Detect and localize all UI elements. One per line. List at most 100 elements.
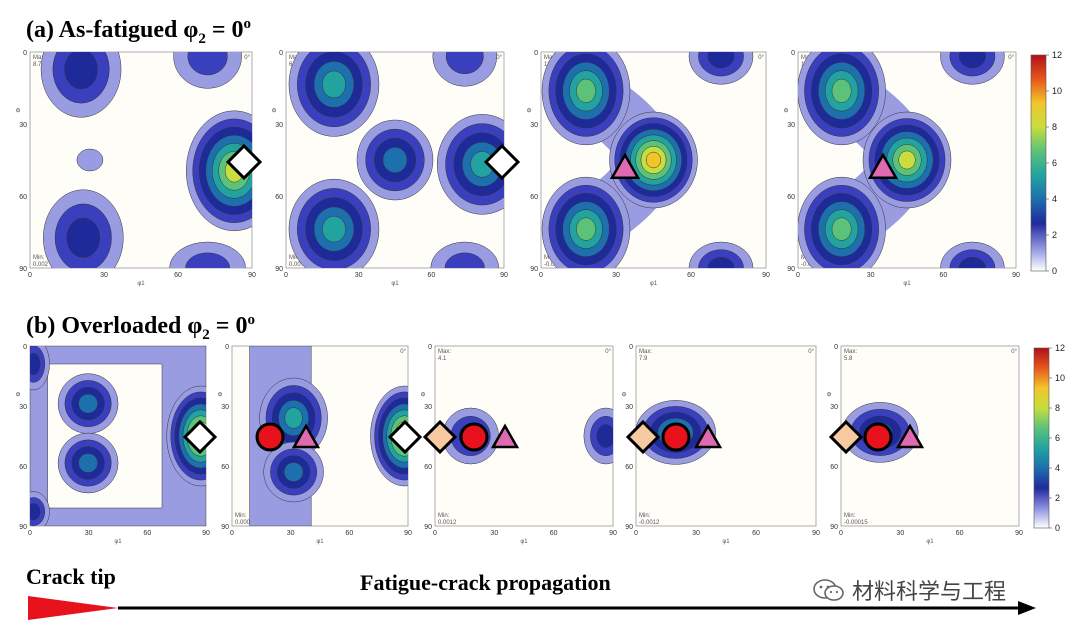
x-tick-label: 0 (796, 272, 800, 279)
y-tick-label: 90 (19, 524, 27, 531)
min-label: Min: (33, 255, 45, 261)
y-tick-label: 30 (275, 122, 283, 129)
y-tick-label: 90 (787, 266, 795, 273)
x-axis-label: φ1 (650, 281, 658, 287)
panel-a-colorbar: 0 2 4 6 8 10 12 (1030, 50, 1062, 276)
x-tick-label: 60 (752, 530, 760, 537)
x-axis-label: φ1 (926, 539, 934, 545)
texture-blob (30, 346, 50, 391)
y-tick-label: 60 (530, 194, 538, 201)
wechat-icon (813, 579, 844, 601)
y-axis-label: Φ (272, 108, 277, 114)
colorbar-tick: 2 (1052, 230, 1057, 240)
marker-diamond (387, 419, 423, 455)
y-tick-label: 0 (791, 50, 795, 57)
y-tick-label: 90 (424, 524, 432, 531)
marker-circle (863, 422, 893, 452)
y-tick-label: 90 (830, 524, 838, 531)
y-tick-label: 30 (787, 122, 795, 129)
min-value: 0.0012 (438, 520, 457, 526)
texture-blob (798, 176, 886, 268)
x-axis-label: φ1 (137, 281, 145, 287)
max-label: Max: (844, 349, 857, 355)
colorbar-tick: 8 (1052, 122, 1057, 132)
texture-blob (57, 432, 119, 494)
y-tick-label: 60 (19, 464, 27, 471)
corner-label: 0° (496, 55, 502, 61)
x-tick-label: 0 (230, 530, 234, 537)
colorbar-tick: 10 (1055, 373, 1065, 383)
y-tick-label: 30 (424, 404, 432, 411)
texture-blob (688, 241, 754, 268)
contour-layer (288, 52, 504, 268)
x-axis-label: φ1 (114, 539, 122, 545)
corner-label: 0° (1008, 55, 1014, 61)
x-tick-label: 0 (634, 530, 638, 537)
x-tick-label: 30 (355, 272, 363, 279)
x-tick-label: 90 (248, 272, 256, 279)
marker-triangle (609, 152, 641, 179)
y-tick-label: 30 (221, 404, 229, 411)
max-value: 4.1 (438, 356, 447, 362)
y-tick-label: 0 (279, 50, 283, 57)
corner-label: 0° (1011, 349, 1017, 355)
colorbar-tick: 10 (1052, 86, 1062, 96)
y-tick-label: 60 (830, 464, 838, 471)
x-axis-label: φ1 (722, 539, 730, 545)
x-tick-label: 30 (85, 530, 93, 537)
x-tick-label: 90 (1012, 272, 1020, 279)
marker-diamond (182, 419, 218, 455)
propagation-arrow-head (1018, 601, 1036, 615)
texture-blob (798, 52, 886, 146)
y-tick-label: 90 (275, 266, 283, 273)
watermark: 材料科学与工程 (812, 574, 1006, 606)
texture-blob (541, 52, 631, 146)
panel-b-title: (b) Overloaded φ2 = 0o (26, 312, 255, 343)
max-value: 5.8 (844, 356, 853, 362)
corner-label: 0° (400, 349, 406, 355)
texture-blob (688, 52, 754, 85)
corner-label: 0° (758, 55, 764, 61)
marker-circle (255, 422, 285, 452)
colorbar-tick: 12 (1052, 50, 1062, 60)
x-tick-label: 0 (839, 530, 843, 537)
x-tick-label: 30 (287, 530, 295, 537)
texture-blob (30, 491, 50, 526)
x-tick-label: 60 (174, 272, 182, 279)
x-tick-label: 30 (490, 530, 498, 537)
contour-layer (798, 52, 1005, 268)
panel-b-colorbar: 0 2 4 6 8 10 12 (1033, 343, 1065, 533)
y-axis-label: Φ (622, 392, 627, 398)
x-axis-label: φ1 (391, 281, 399, 287)
x-tick-label: 90 (500, 272, 508, 279)
y-tick-label: 0 (629, 344, 633, 351)
min-value: -0.00015 (844, 520, 868, 526)
marker-triangle (693, 423, 723, 449)
texture-blob (186, 110, 252, 232)
marker-diamond (225, 143, 263, 181)
x-tick-label: 90 (404, 530, 412, 537)
x-tick-label: 90 (202, 530, 210, 537)
x-tick-label: 0 (28, 530, 32, 537)
min-label: Min: (639, 513, 651, 519)
max-value: 8.7 (33, 62, 42, 68)
texture-band (30, 346, 206, 526)
min-label: Min: (235, 513, 247, 519)
x-tick-label: 60 (550, 530, 558, 537)
min-value: 0.0078 (289, 262, 308, 268)
texture-blob (940, 52, 1005, 85)
y-tick-label: 90 (221, 524, 229, 531)
crack-tip-wedge (28, 596, 118, 620)
texture-blob (430, 241, 499, 268)
x-tick-label: 60 (956, 530, 964, 537)
y-tick-label: 60 (221, 464, 229, 471)
contour-layer (541, 52, 754, 268)
y-tick-label: 30 (19, 122, 27, 129)
y-axis-label: Φ (421, 392, 426, 398)
texture-blob (356, 119, 434, 201)
texture-blob (263, 441, 324, 503)
colorbar-tick: 0 (1055, 523, 1060, 533)
min-label: Min: (844, 513, 856, 519)
texture-blob (541, 176, 631, 268)
